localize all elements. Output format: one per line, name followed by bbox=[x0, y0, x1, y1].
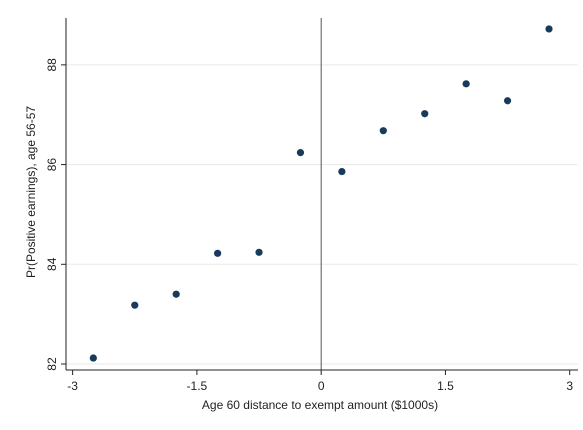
x-tick-label: -3 bbox=[67, 379, 78, 393]
x-tick-label: -1.5 bbox=[187, 379, 208, 393]
x-tick-label: 3 bbox=[566, 379, 573, 393]
point bbox=[421, 110, 429, 118]
x-tick-label: 1.5 bbox=[437, 379, 454, 393]
point bbox=[503, 97, 512, 105]
point bbox=[296, 149, 305, 157]
point bbox=[131, 301, 139, 309]
y-tick-label: 88 bbox=[45, 58, 59, 72]
y-tick-label: 86 bbox=[45, 158, 59, 172]
x-axis-label: Age 60 distance to exempt amount ($1000s… bbox=[202, 398, 438, 412]
y-tick-label: 82 bbox=[45, 357, 59, 371]
point bbox=[462, 80, 470, 88]
point bbox=[172, 290, 180, 298]
point bbox=[89, 354, 97, 362]
y-tick-label: 84 bbox=[45, 257, 59, 271]
y-axis-label: Pr(Positive earnings), age 56-57 bbox=[24, 106, 38, 278]
point bbox=[255, 248, 263, 256]
point bbox=[214, 249, 222, 257]
point bbox=[338, 167, 346, 176]
x-tick-label: 0 bbox=[318, 379, 325, 393]
point bbox=[379, 127, 387, 135]
point bbox=[545, 25, 553, 33]
